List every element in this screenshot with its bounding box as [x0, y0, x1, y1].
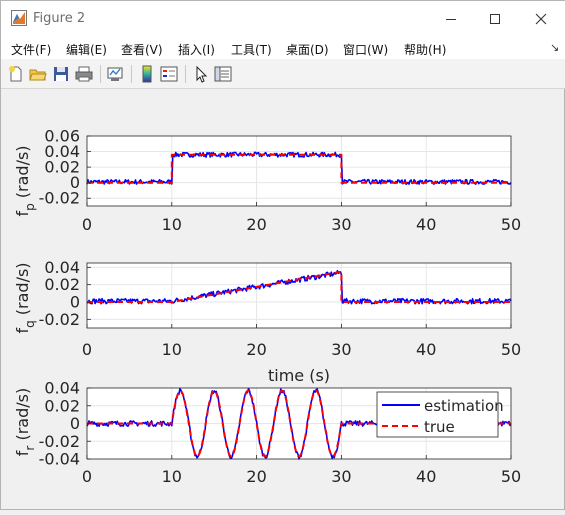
legend-icon[interactable]	[160, 65, 178, 83]
property-inspector-icon[interactable]	[214, 65, 232, 83]
x-tick-label: 30	[331, 467, 351, 486]
y-tick-label: 0	[70, 414, 80, 433]
menu-edit[interactable]: 编辑(E)	[66, 43, 107, 57]
legend-true-label: true	[424, 418, 455, 436]
menu-dock-arrow-icon[interactable]: ↘	[550, 41, 560, 54]
x-tick-label: 20	[246, 340, 266, 359]
y-tick-label: 0	[70, 293, 80, 312]
menu-bar: 文件(F) 编辑(E) 查看(V) 插入(I) 工具(T) 桌面(D) 窗口(W…	[1, 37, 565, 59]
save-icon[interactable]	[52, 65, 70, 83]
minimize-button[interactable]	[429, 1, 473, 37]
minimize-icon	[446, 19, 456, 20]
title-bar[interactable]: Figure 2	[1, 1, 565, 37]
x-tick-label: 20	[246, 215, 266, 234]
y-axis-label: fq (rad/s)	[13, 262, 37, 333]
y-tick-label: 0.04	[44, 142, 80, 161]
x-tick-label: 40	[416, 215, 436, 234]
y-tick-label: 0.02	[44, 275, 80, 294]
menu-insert[interactable]: 插入(I)	[178, 43, 215, 57]
y-tick-label: -0.02	[39, 189, 80, 208]
x-tick-label: 0	[82, 467, 92, 486]
toolbar-separator	[185, 65, 186, 83]
x-tick-label: 50	[501, 467, 521, 486]
y-tick-label: 0	[70, 173, 80, 192]
colorbar-icon[interactable]	[138, 65, 156, 83]
series-true-line	[87, 153, 511, 184]
window-title: Figure 2	[33, 11, 86, 26]
x-tick-label: 30	[331, 215, 351, 234]
maximize-button[interactable]	[473, 1, 517, 37]
print-icon[interactable]	[75, 65, 93, 83]
menu-view[interactable]: 查看(V)	[121, 43, 163, 57]
figure-canvas: 0 10 20 30 40 50 -0.02 0 0.02 0.04 0.06 fp (rad/s) 0…	[1, 89, 565, 511]
y-tick-label: 0.02	[44, 158, 80, 177]
y-tick-label: 0.02	[44, 396, 80, 415]
y-tick-label: -0.02	[39, 432, 80, 451]
close-button[interactable]	[519, 1, 563, 37]
figure-toolbar	[1, 59, 565, 89]
x-tick-label: 30	[331, 340, 351, 359]
series-true-line	[87, 270, 511, 303]
y-axis-label: fp (rad/s)	[13, 145, 37, 216]
y-tick-label: 0.06	[44, 127, 80, 146]
x-tick-label: 10	[162, 467, 182, 486]
x-tick-label: 10	[162, 215, 182, 234]
axes-frame	[86, 262, 512, 329]
x-tick-label: 0	[82, 340, 92, 359]
x-tick-label: 40	[416, 340, 436, 359]
toolbar-separator	[100, 65, 101, 83]
matlab-app-icon	[11, 10, 27, 26]
axes-background	[87, 263, 511, 328]
legend-box	[376, 391, 499, 438]
link-plot-icon[interactable]	[106, 65, 124, 83]
y-axis-label: fr (rad/s)	[13, 388, 37, 456]
x-tick-label: 50	[501, 215, 521, 234]
axes-frame	[86, 135, 512, 207]
y-tick-label: -0.02	[39, 310, 80, 329]
axes-background	[87, 136, 511, 206]
y-tick-label: -0.04	[39, 450, 80, 469]
x-tick-label: 0	[82, 215, 92, 234]
new-figure-icon[interactable]	[7, 65, 25, 83]
x-tick-label: 10	[162, 340, 182, 359]
x-tick-label: 50	[501, 340, 521, 359]
menu-file[interactable]: 文件(F)	[11, 43, 52, 57]
menu-tools[interactable]: 工具(T)	[231, 43, 272, 57]
y-tick-label: 0.04	[44, 379, 80, 398]
y-tick-label: 0.04	[44, 258, 80, 277]
menu-window[interactable]: 窗口(W)	[343, 43, 389, 57]
maximize-icon	[490, 14, 500, 24]
toolbar-separator	[131, 65, 132, 83]
menu-desktop[interactable]: 桌面(D)	[286, 43, 329, 57]
legend-estimation-label: estimation	[424, 397, 504, 415]
x-tick-label: 20	[246, 467, 266, 486]
open-file-icon[interactable]	[29, 65, 47, 83]
close-icon	[535, 13, 547, 25]
pointer-icon[interactable]	[192, 65, 210, 83]
x-tick-label: 40	[416, 467, 436, 486]
x-axis-label: time (s)	[268, 366, 330, 385]
menu-help[interactable]: 帮助(H)	[404, 43, 447, 57]
